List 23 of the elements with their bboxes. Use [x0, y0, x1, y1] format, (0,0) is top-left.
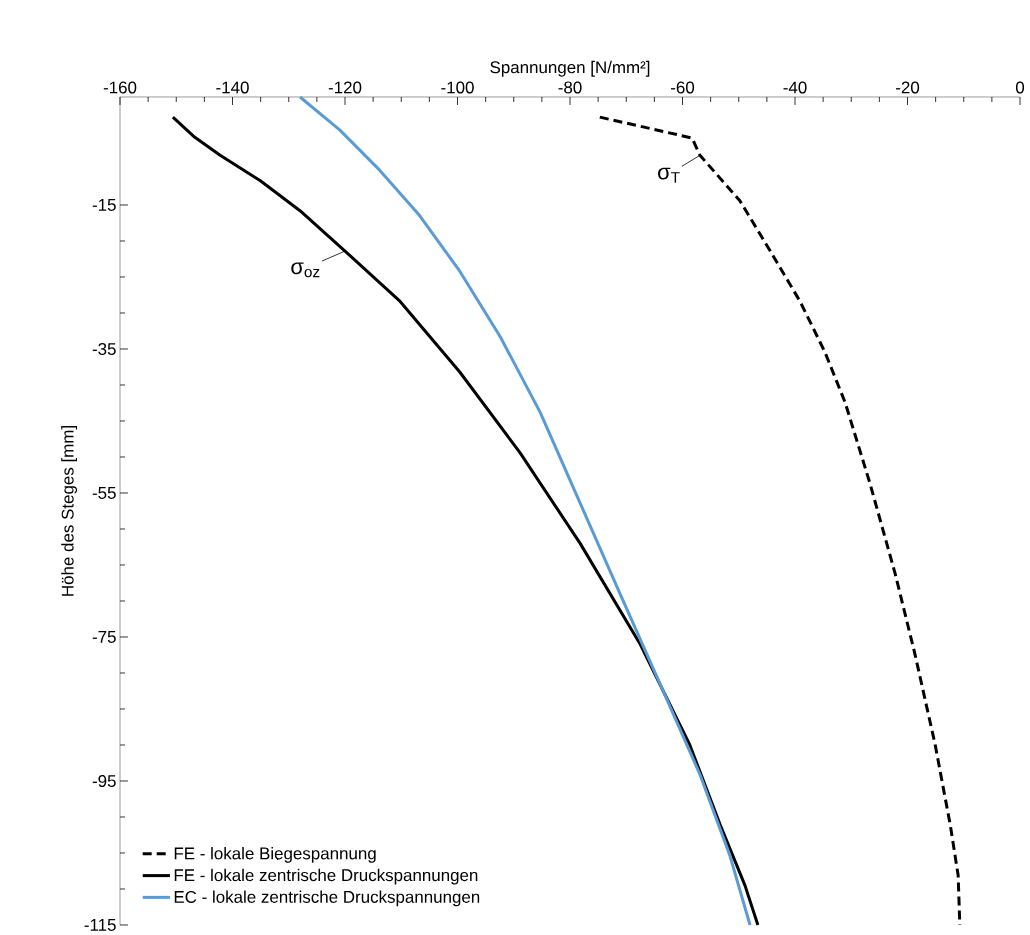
- x-tick-label: -160: [103, 81, 137, 94]
- y-tick-label: -75: [92, 631, 116, 643]
- annotation: σ$_{oz}$: [291, 262, 320, 278]
- y-tick-label: -95: [92, 774, 116, 787]
- y-tick-label: -115: [84, 919, 116, 931]
- x-tick-label: -80: [558, 81, 582, 94]
- x-tick-label: -140: [216, 81, 249, 94]
- annotation: σ$_{T}$: [658, 167, 680, 183]
- y-tick-label: -35: [92, 342, 116, 355]
- x-tick-label: -20: [896, 81, 920, 94]
- legend-label: FE - lokale Biegespannung: [174, 846, 376, 863]
- line-series: [598, 115, 962, 927]
- y-axis-title: Höhe des Steges [mm]: [61, 426, 78, 596]
- x-tick-label: 0: [1015, 81, 1025, 94]
- y-tick-label: -15: [92, 199, 116, 211]
- x-tick-label: -100: [441, 81, 474, 94]
- x-tick-label: -120: [328, 81, 362, 94]
- legend-label: FE - lokale zentrische Druckspannungen: [174, 868, 478, 885]
- x-tick-label: -40: [783, 81, 807, 94]
- x-axis-title: Spannungen [N/mm²]: [490, 60, 650, 77]
- legend-label: EC - lokale zentrische Druckspannungen: [174, 890, 480, 907]
- y-tick-label: -55: [92, 487, 116, 499]
- x-tick-label: -60: [671, 81, 695, 94]
